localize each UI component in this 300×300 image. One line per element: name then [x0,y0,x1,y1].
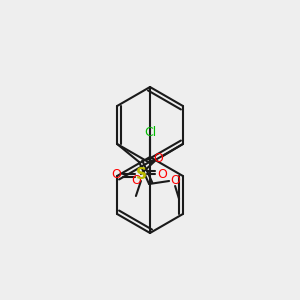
Text: Cl: Cl [144,125,156,139]
Text: O: O [157,167,167,181]
Text: O: O [170,175,180,188]
Text: O: O [111,167,121,181]
Text: O: O [153,152,163,164]
Text: O: O [131,175,141,188]
Text: S: S [135,167,146,182]
